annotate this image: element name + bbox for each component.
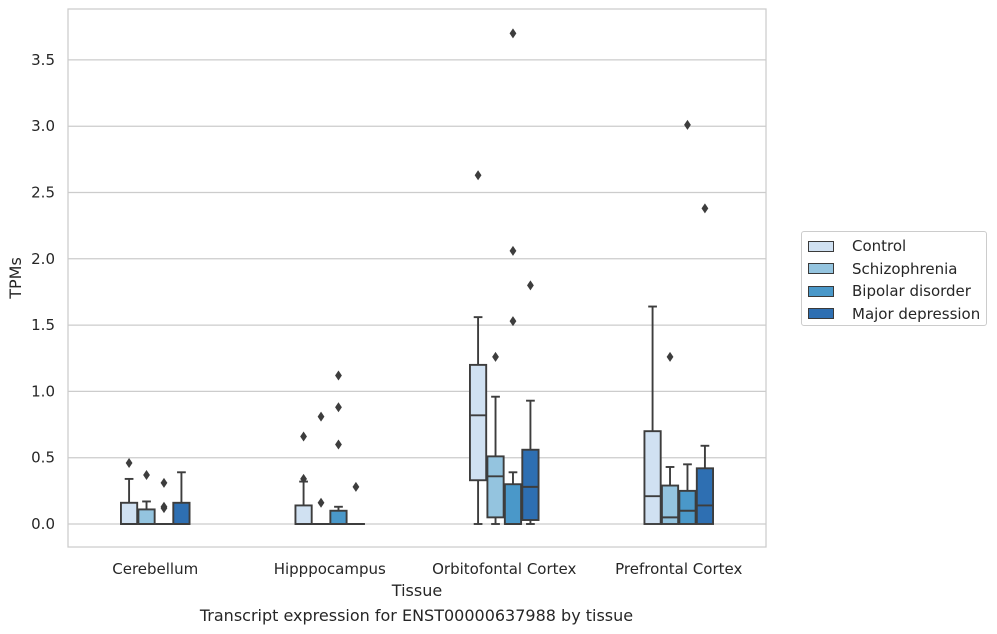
box — [469, 363, 488, 482]
outlier-point — [666, 351, 674, 362]
y-tick-label: 2.0 — [31, 250, 55, 268]
boxes-layer — [119, 28, 714, 525]
x-axis-label: Tissue — [391, 581, 442, 600]
outlier-point — [509, 28, 517, 39]
outlier-point — [474, 170, 482, 181]
outlier-point — [143, 469, 150, 480]
legend-swatch-bipolar-disorder — [808, 285, 834, 297]
y-tick-label: 3.5 — [31, 51, 55, 69]
y-tick-label: 1.0 — [31, 382, 55, 400]
legend-item-schizophrenia: Schizophrenia — [808, 258, 986, 281]
legend-label-control: Control — [852, 237, 907, 256]
outlier-point — [300, 431, 307, 442]
box — [660, 484, 680, 525]
y-tick-label: 2.5 — [31, 184, 55, 202]
outlier-point — [160, 501, 168, 512]
outlier-point — [125, 458, 133, 469]
plot-frame — [67, 8, 767, 548]
legend-label-bipolar-disorder: Bipolar disorder — [852, 282, 971, 301]
outlier-point — [492, 351, 499, 362]
outlier-point — [352, 481, 360, 492]
legend-item-control: Control — [808, 235, 986, 258]
legend-item-bipolar-disorder: Bipolar disorder — [808, 280, 986, 303]
x-tick-label: Orbitofontal Cortex — [432, 560, 576, 578]
outlier-point — [335, 439, 342, 450]
outlier-point — [509, 245, 517, 256]
y-tick-labels: 0.0 0.5 1.0 1.5 2.0 2.5 3.0 3.5 — [31, 51, 55, 533]
y-axis-label: TPMs — [6, 257, 25, 300]
legend-item-major-depression: Major depression — [808, 303, 986, 326]
legend-swatch-major-depression — [808, 308, 834, 320]
x-tick-label: Prefrontal Cortex — [615, 560, 742, 578]
x-tick-label: Hipppocampus — [274, 560, 386, 578]
outlier-point — [335, 370, 342, 381]
box — [119, 501, 139, 525]
outlier-point — [335, 402, 342, 413]
outlier-point — [701, 203, 709, 214]
box — [486, 455, 505, 519]
outlier-point — [317, 497, 325, 508]
x-tick-labels: Cerebellum Hipppocampus Orbitofontal Corte… — [112, 560, 742, 578]
box — [329, 509, 348, 525]
outlier-point — [684, 119, 691, 130]
legend-label-schizophrenia: Schizophrenia — [852, 259, 958, 278]
legend: Control Schizophrenia Bipolar disorder M… — [801, 231, 987, 326]
y-tick-label: 0.0 — [31, 515, 55, 533]
outlier-point — [300, 473, 307, 484]
box — [503, 483, 523, 525]
legend-label-major-depression: Major depression — [852, 304, 981, 323]
box — [643, 430, 662, 525]
y-tick-label: 0.5 — [31, 449, 55, 467]
outlier-point — [527, 280, 534, 291]
outlier-point — [509, 316, 517, 327]
x-tick-label: Cerebellum — [112, 560, 198, 578]
box — [294, 504, 313, 525]
y-tick-label: 1.5 — [31, 316, 55, 334]
box — [172, 501, 191, 525]
box — [137, 508, 156, 525]
legend-swatch-control — [808, 240, 834, 252]
grid-lines — [68, 59, 766, 525]
y-tick-label: 3.0 — [31, 117, 55, 135]
legend-swatch-schizophrenia — [808, 263, 834, 275]
figure-caption: Transcript expression for ENST0000063798… — [199, 606, 634, 625]
outlier-point — [160, 477, 168, 488]
box — [678, 489, 697, 525]
outlier-point — [317, 411, 325, 422]
box — [521, 448, 540, 521]
box — [695, 467, 714, 525]
